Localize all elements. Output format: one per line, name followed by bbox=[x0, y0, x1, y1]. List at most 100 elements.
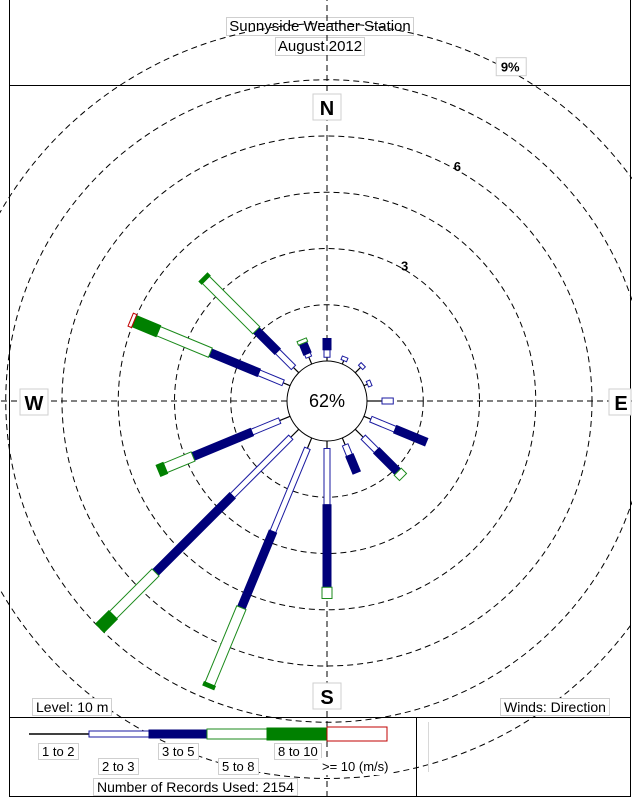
petal-segment bbox=[363, 415, 372, 420]
petal-segment bbox=[237, 529, 278, 610]
petal-segment bbox=[345, 453, 362, 475]
speed-legend bbox=[29, 726, 388, 742]
petal-segment bbox=[306, 437, 313, 449]
compass-north: N bbox=[320, 98, 334, 120]
footer-vertical-divider bbox=[416, 717, 417, 797]
petal-segment bbox=[282, 382, 291, 387]
petal-segment bbox=[162, 451, 196, 474]
petal-segment bbox=[322, 338, 332, 351]
ring-label-3: 3 bbox=[401, 258, 408, 273]
petal-segment bbox=[369, 415, 397, 433]
legend-swatch-3to5 bbox=[148, 729, 208, 739]
petal-segment bbox=[372, 446, 402, 476]
footer-vertical-guide bbox=[428, 722, 429, 772]
legend-swatch-5to8 bbox=[206, 728, 268, 740]
petal-segment bbox=[257, 369, 285, 387]
ring-labels: 3 6 9% bbox=[401, 57, 527, 273]
petal-segment bbox=[155, 461, 169, 478]
compass-south: S bbox=[320, 687, 333, 709]
petal-segment bbox=[323, 349, 331, 358]
petal-292.5 bbox=[127, 312, 291, 387]
petal-segment bbox=[292, 366, 300, 374]
title-box: Sunnyside Weather Station August 2012 bbox=[9, 0, 631, 86]
compass-east: E bbox=[614, 393, 627, 415]
ring-6 bbox=[0, 23, 632, 779]
petal-segment bbox=[94, 609, 119, 634]
legend-label-3to5: 3 to 5 bbox=[158, 743, 199, 760]
chart-title: Sunnyside Weather Station bbox=[226, 17, 414, 36]
petal-112.5 bbox=[363, 415, 429, 447]
ring-label-9: 9% bbox=[501, 60, 520, 75]
petal-segment bbox=[190, 427, 255, 461]
petal-segment bbox=[151, 492, 236, 577]
petal-segment bbox=[340, 355, 349, 363]
petal-group bbox=[94, 272, 429, 691]
calm-percent: 62% bbox=[309, 391, 345, 411]
petal-segment bbox=[252, 326, 282, 356]
petal-segment bbox=[308, 356, 313, 365]
legend-swatch-over10 bbox=[326, 726, 388, 742]
ring-label-box bbox=[495, 57, 527, 77]
petal-segment bbox=[341, 437, 346, 446]
petal-247.5 bbox=[155, 415, 291, 478]
winds-label: Winds: Direction bbox=[500, 698, 610, 716]
petal-segment bbox=[393, 467, 408, 482]
petal-45 bbox=[354, 361, 367, 374]
calm-circle bbox=[286, 360, 368, 442]
petal-segment bbox=[202, 680, 216, 691]
petal-segment bbox=[127, 312, 138, 329]
petal-segment bbox=[392, 424, 429, 447]
compass-west: W bbox=[25, 393, 44, 415]
petal-202.5 bbox=[202, 437, 313, 691]
footer-divider bbox=[9, 717, 631, 718]
petal-segment bbox=[365, 379, 373, 388]
petal-segment bbox=[229, 434, 294, 499]
legend-label-8to10: 8 to 10 bbox=[274, 743, 322, 760]
level-label: Level: 10 m bbox=[32, 698, 113, 716]
petal-segment bbox=[274, 348, 297, 371]
petal-segment bbox=[322, 504, 332, 588]
legend-label-over10: >= 10 (m/s) bbox=[318, 758, 393, 775]
ring-3 bbox=[117, 191, 537, 611]
legend-label-2to3: 2 to 3 bbox=[98, 758, 139, 775]
petal-67.5 bbox=[363, 379, 373, 388]
petal-segment bbox=[279, 415, 291, 422]
petal-segment bbox=[204, 605, 247, 687]
chart-subtitle: August 2012 bbox=[274, 37, 366, 56]
legend-swatch-8to10 bbox=[266, 727, 328, 741]
ring-label-6: 6 bbox=[454, 159, 461, 174]
petal-segment bbox=[296, 337, 309, 346]
petal-segment bbox=[250, 417, 282, 436]
compass-labels: N S W E bbox=[19, 93, 632, 710]
petal-135 bbox=[354, 428, 408, 482]
petal-180 bbox=[321, 441, 333, 599]
petal-225 bbox=[94, 428, 300, 634]
petal-segment bbox=[357, 361, 367, 371]
petal-segment bbox=[363, 383, 368, 387]
petal-segment bbox=[155, 325, 213, 358]
petal-segment bbox=[108, 568, 160, 620]
records-label: Number of Records Used: 2154 bbox=[93, 778, 298, 796]
petal-segment bbox=[354, 366, 362, 374]
petal-segment bbox=[354, 428, 364, 438]
petal-segment bbox=[201, 275, 261, 335]
petal-segment bbox=[381, 397, 394, 405]
petal-segment bbox=[341, 360, 345, 365]
petal-segment bbox=[321, 586, 333, 599]
petal-segment bbox=[198, 272, 211, 285]
petal-315 bbox=[198, 272, 300, 374]
legend-swatch-2to3 bbox=[88, 730, 150, 738]
petal-0 bbox=[322, 338, 332, 361]
legend-label-5to8: 5 to 8 bbox=[218, 758, 259, 775]
legend-label-1to2: 1 to 2 bbox=[38, 743, 79, 760]
petal-segment bbox=[269, 446, 311, 534]
petal-337.5 bbox=[296, 337, 313, 365]
petal-segment bbox=[323, 448, 331, 506]
petal-90 bbox=[367, 397, 394, 405]
petal-22.5 bbox=[340, 355, 349, 365]
petal-segment bbox=[360, 434, 380, 454]
petal-segment bbox=[290, 428, 300, 438]
petal-segment bbox=[131, 314, 162, 338]
petal-157.5 bbox=[341, 437, 362, 475]
